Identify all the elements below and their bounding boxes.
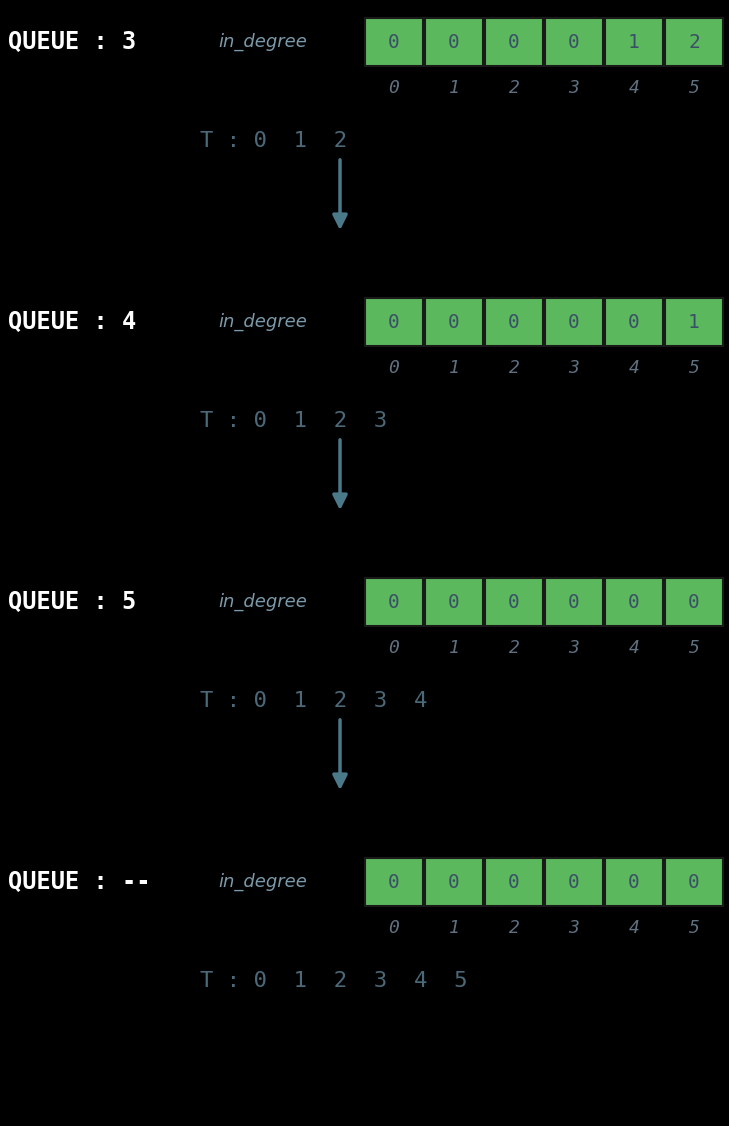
Text: 0: 0 [448, 33, 460, 52]
Text: 0: 0 [389, 359, 399, 377]
Bar [425, 858, 483, 906]
Text: 1: 1 [448, 919, 459, 937]
Text: 0: 0 [568, 873, 580, 892]
Bar [665, 18, 723, 66]
Bar [425, 578, 483, 626]
Text: 0: 0 [688, 873, 700, 892]
Text: 1: 1 [448, 359, 459, 377]
Text: 3: 3 [569, 79, 580, 97]
Text: 4: 4 [628, 638, 639, 656]
Text: 0: 0 [688, 592, 700, 611]
Bar [605, 858, 663, 906]
Text: 0: 0 [508, 313, 520, 331]
Bar [605, 578, 663, 626]
Text: 1: 1 [448, 638, 459, 656]
Text: 4: 4 [628, 919, 639, 937]
Bar [425, 18, 483, 66]
Bar [665, 578, 723, 626]
Text: 0: 0 [388, 313, 400, 331]
Bar [545, 18, 603, 66]
Text: QUEUE : --: QUEUE : -- [8, 870, 150, 894]
Text: 0: 0 [508, 592, 520, 611]
Bar [485, 298, 543, 346]
Bar [485, 578, 543, 626]
Text: 0: 0 [628, 313, 640, 331]
Text: 0: 0 [388, 592, 400, 611]
Text: 2: 2 [688, 33, 700, 52]
Text: 5: 5 [689, 638, 699, 656]
Bar [365, 18, 423, 66]
Bar [665, 858, 723, 906]
Text: 0: 0 [448, 873, 460, 892]
Bar [605, 298, 663, 346]
Text: QUEUE : 4: QUEUE : 4 [8, 310, 136, 334]
Text: 0: 0 [508, 33, 520, 52]
Text: QUEUE : 3: QUEUE : 3 [8, 30, 136, 54]
Text: in_degree: in_degree [218, 33, 307, 51]
Bar [365, 298, 423, 346]
Text: 1: 1 [628, 33, 640, 52]
Text: T : 0  1  2  3  4: T : 0 1 2 3 4 [200, 691, 427, 711]
Text: 0: 0 [568, 33, 580, 52]
Text: 0: 0 [448, 592, 460, 611]
Text: 2: 2 [509, 359, 520, 377]
Text: T : 0  1  2  3: T : 0 1 2 3 [200, 411, 387, 431]
Text: 0: 0 [508, 873, 520, 892]
Text: 3: 3 [569, 638, 580, 656]
Text: T : 0  1  2  3  4  5: T : 0 1 2 3 4 5 [200, 971, 467, 991]
Text: 0: 0 [568, 313, 580, 331]
Text: 2: 2 [509, 919, 520, 937]
Text: 4: 4 [628, 359, 639, 377]
Text: 1: 1 [688, 313, 700, 331]
Text: 1: 1 [448, 79, 459, 97]
Text: 0: 0 [389, 638, 399, 656]
Text: QUEUE : 5: QUEUE : 5 [8, 590, 136, 614]
Text: in_degree: in_degree [218, 873, 307, 891]
Bar [485, 858, 543, 906]
Bar [485, 18, 543, 66]
Text: 5: 5 [689, 79, 699, 97]
Bar [545, 858, 603, 906]
Text: 0: 0 [628, 873, 640, 892]
Text: 0: 0 [389, 79, 399, 97]
Text: in_degree: in_degree [218, 593, 307, 611]
Bar [605, 18, 663, 66]
Text: 5: 5 [689, 359, 699, 377]
Bar [365, 858, 423, 906]
Bar [425, 298, 483, 346]
Text: in_degree: in_degree [218, 313, 307, 331]
Bar [365, 578, 423, 626]
Text: 2: 2 [509, 638, 520, 656]
Text: 0: 0 [388, 33, 400, 52]
Text: 0: 0 [568, 592, 580, 611]
Text: 3: 3 [569, 919, 580, 937]
Text: 5: 5 [689, 919, 699, 937]
Bar [545, 578, 603, 626]
Text: 3: 3 [569, 359, 580, 377]
Text: 0: 0 [389, 919, 399, 937]
Text: 2: 2 [509, 79, 520, 97]
Text: 0: 0 [388, 873, 400, 892]
Text: T : 0  1  2: T : 0 1 2 [200, 131, 347, 151]
Text: 0: 0 [628, 592, 640, 611]
Text: 4: 4 [628, 79, 639, 97]
Bar [545, 298, 603, 346]
Text: 0: 0 [448, 313, 460, 331]
Bar [665, 298, 723, 346]
